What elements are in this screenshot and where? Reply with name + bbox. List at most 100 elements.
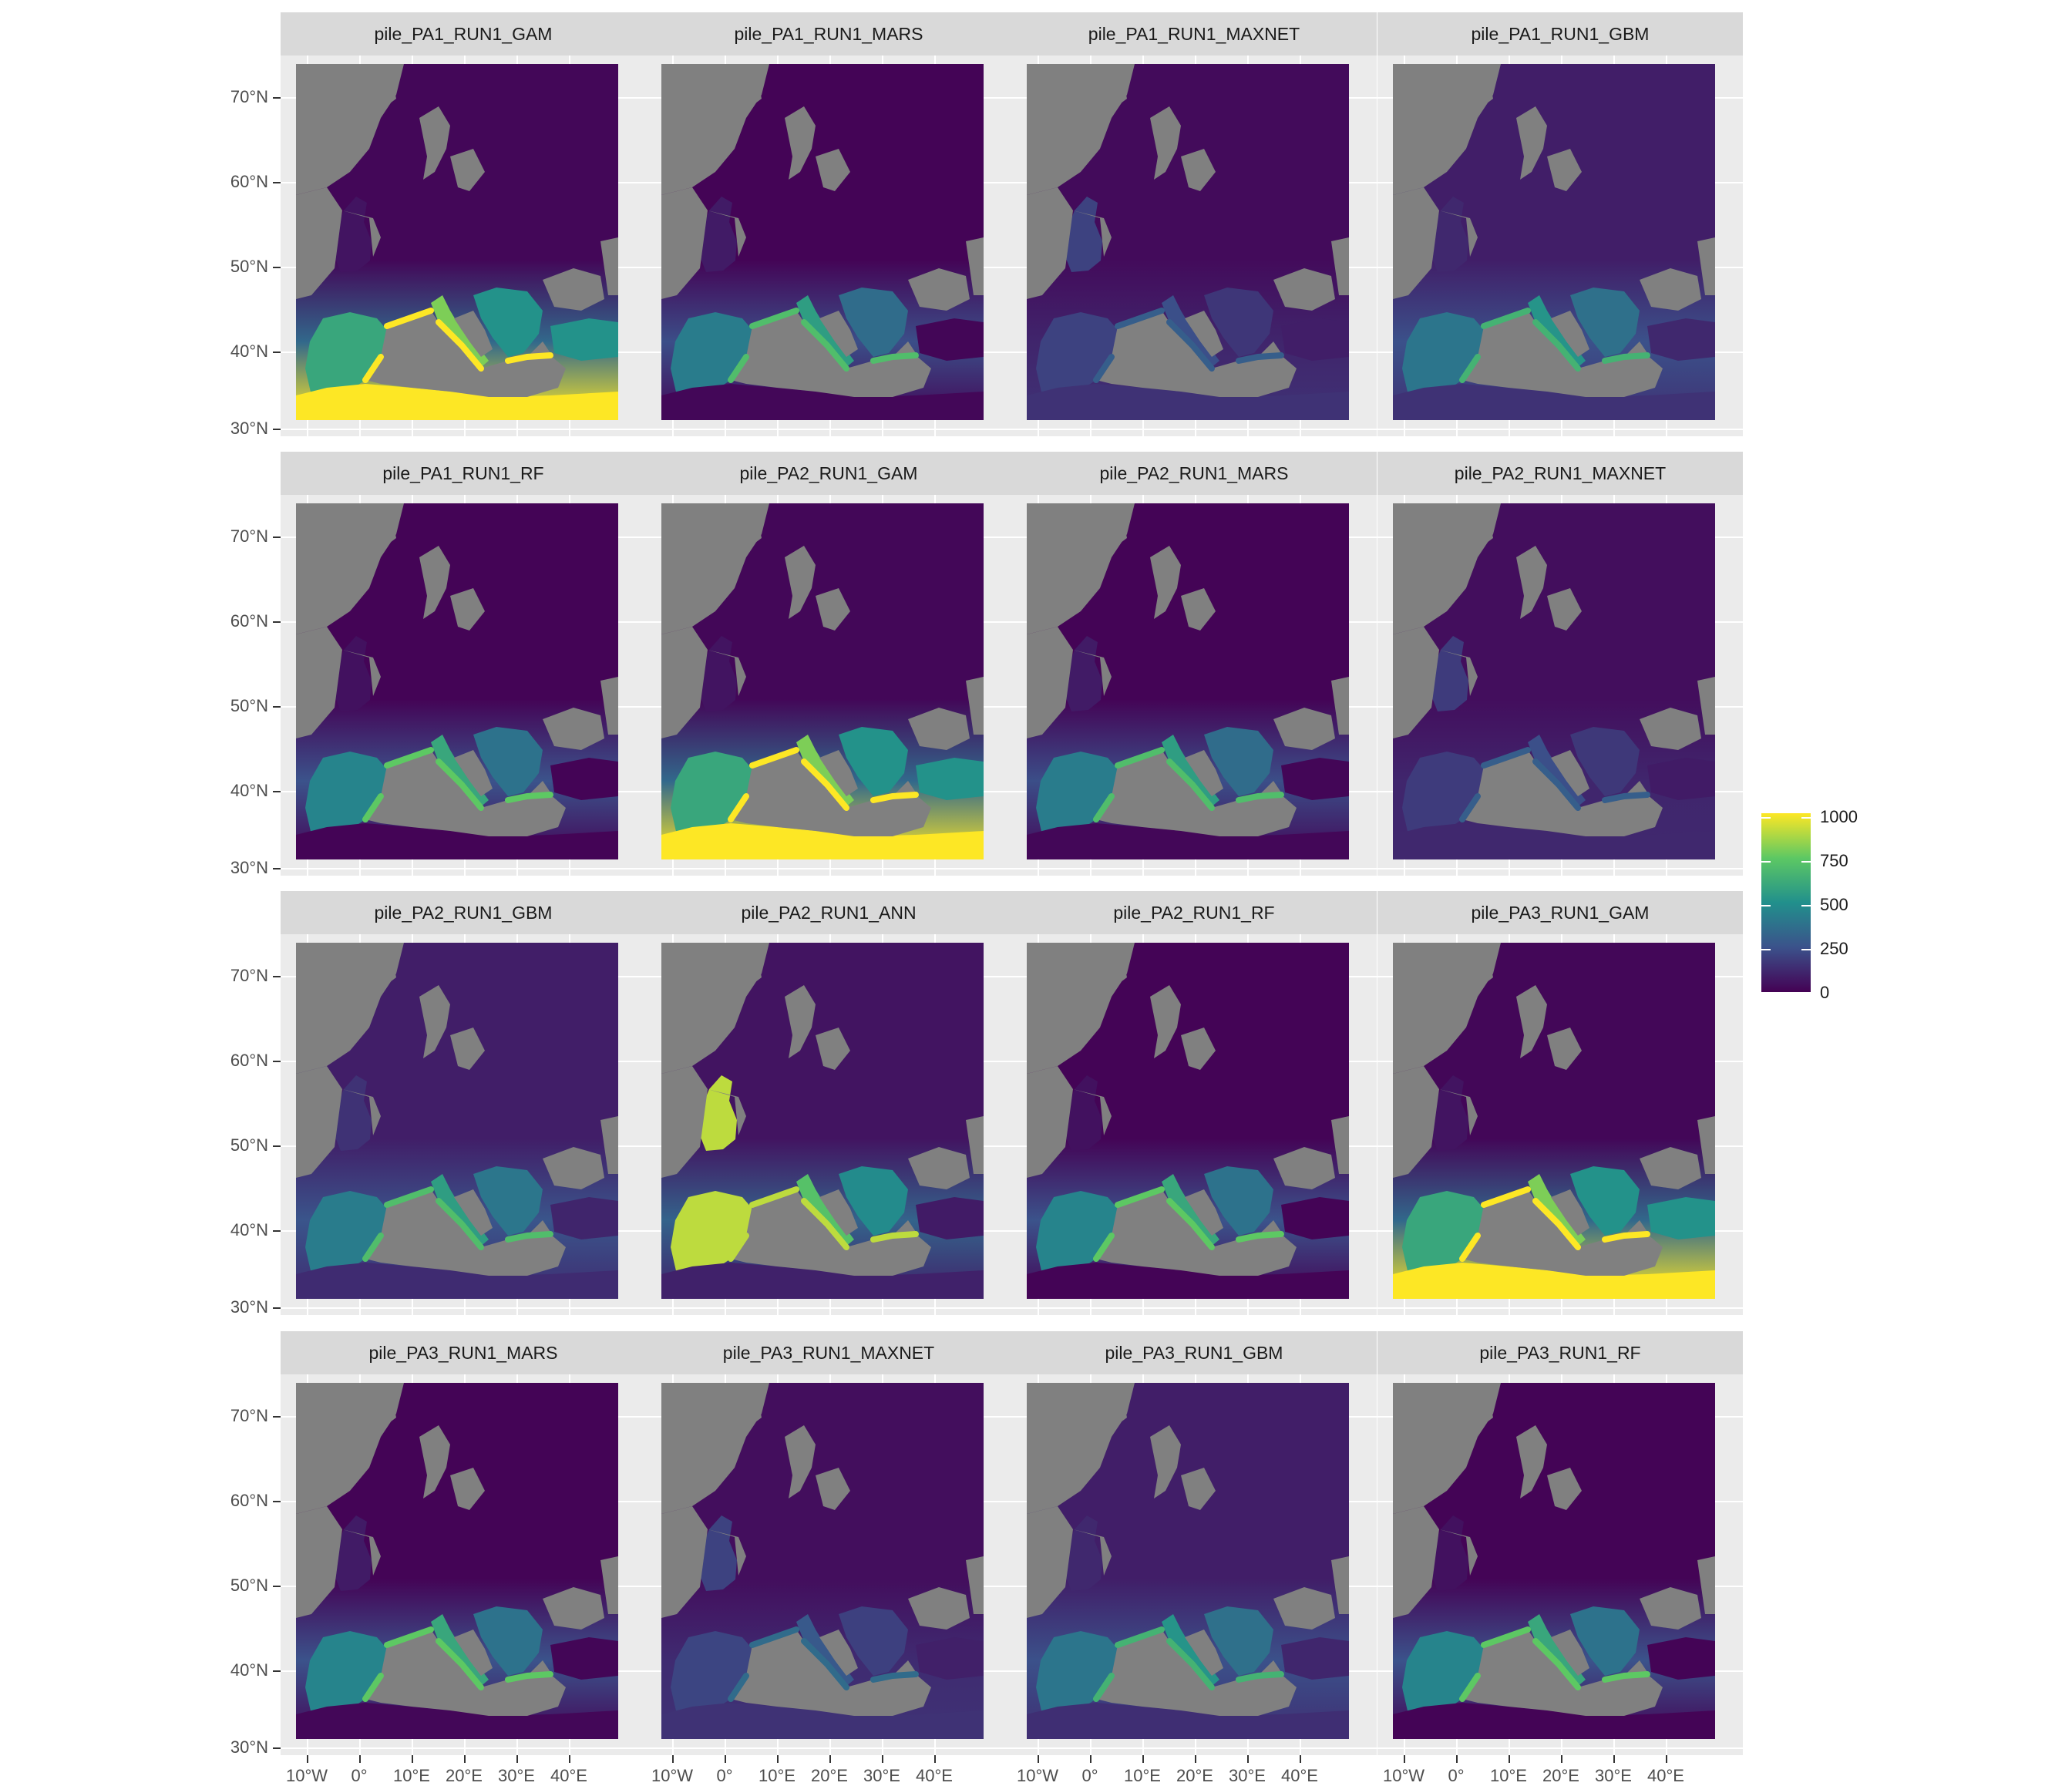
sea-area (600, 1556, 618, 1614)
y-tick-label: 70°N (230, 526, 268, 546)
map-svg (1027, 1383, 1349, 1739)
y-tick-label: 40°N (230, 781, 268, 800)
y-tick-label: 50°N (230, 1135, 268, 1155)
coastal-band (1459, 1186, 1650, 1262)
y-tick-label: 30°N (230, 858, 268, 877)
map-svg (661, 943, 984, 1299)
map-svg (661, 503, 984, 859)
y-tick (273, 868, 281, 869)
sea-area (1181, 1028, 1216, 1070)
sea-area (1640, 708, 1701, 750)
colorbar-tick (1801, 905, 1811, 906)
facet-title: pile_PA1_RUN1_MAXNET (1011, 12, 1377, 55)
y-tick-label: 60°N (230, 611, 268, 631)
sea-area (1273, 708, 1335, 750)
map-svg (1027, 503, 1349, 859)
sea-area (450, 149, 485, 191)
sea-area (816, 149, 850, 191)
sea-area (373, 958, 396, 989)
x-tick (1404, 1755, 1405, 1763)
sea-area (1027, 1066, 1073, 1178)
facet-panel: pile_PA3_RUN1_MAXNET (646, 1331, 1011, 1755)
raster-map (1027, 943, 1349, 1299)
facet-title: pile_PA1_RUN1_GAM (281, 12, 646, 55)
sea-area (419, 546, 450, 619)
turkey-region (916, 1637, 984, 1680)
north-africa-region (1393, 823, 1715, 859)
raster-map (296, 1383, 618, 1739)
raster-map (661, 503, 984, 859)
sea-area (296, 627, 342, 738)
balkans-region (1204, 288, 1273, 357)
x-tick (1195, 1755, 1196, 1763)
italy-region (431, 735, 489, 808)
north-africa-region (661, 1703, 984, 1739)
coastal-band (1459, 1626, 1650, 1702)
sea-area (1331, 1116, 1349, 1174)
x-tick (829, 1755, 831, 1763)
sea-area (1181, 149, 1216, 191)
sea-area (661, 187, 708, 299)
north-africa-region (661, 823, 984, 859)
coastal-band (728, 308, 919, 383)
x-tick (1613, 1755, 1615, 1763)
balkans-region (839, 1606, 908, 1676)
sea-area (342, 1089, 381, 1135)
sea-area (661, 1066, 708, 1178)
sea-area (708, 1529, 746, 1576)
sea-area (908, 1587, 970, 1630)
sea-area (816, 1028, 850, 1070)
sea-area (738, 1398, 762, 1429)
gridline (1011, 1307, 1377, 1309)
y-tick (273, 182, 281, 183)
raster-map (296, 503, 618, 859)
facet-panel: pile_PA3_RUN1_GBM (1011, 1331, 1377, 1755)
sea-area (1470, 79, 1493, 110)
sea-area (966, 1116, 984, 1174)
sea-area (1470, 958, 1493, 989)
turkey-region (916, 1197, 984, 1239)
y-tick (273, 1501, 281, 1502)
balkans-region (473, 1606, 543, 1676)
sea-area (1331, 1556, 1349, 1614)
x-tick (1247, 1755, 1249, 1763)
x-tick (1142, 1755, 1144, 1763)
italy-region (431, 1174, 489, 1247)
y-tick-label: 30°N (230, 1737, 268, 1757)
gridline (281, 1307, 646, 1309)
map-svg (1393, 503, 1715, 859)
sea-area (1073, 210, 1112, 257)
sea-area (1393, 1066, 1439, 1178)
sea-area (1516, 546, 1547, 619)
x-tick (1456, 1755, 1458, 1763)
turkey-region (1281, 1637, 1349, 1680)
coastal-band (728, 1186, 919, 1262)
facet-title: pile_PA2_RUN1_GAM (646, 452, 1011, 495)
north-africa-region (296, 1703, 618, 1739)
sea-area (1640, 268, 1701, 311)
sea-area (1393, 627, 1439, 738)
y-tick (273, 1230, 281, 1232)
sea-area (1027, 1506, 1073, 1618)
sea-area (454, 750, 493, 796)
north-africa-region (296, 823, 618, 859)
sea-area (296, 1066, 342, 1178)
sea-area (342, 650, 381, 696)
y-tick-label: 70°N (230, 966, 268, 985)
y-tick (273, 351, 281, 353)
gridline (281, 429, 646, 430)
raster-map (661, 1383, 984, 1739)
sea-area (708, 650, 746, 696)
sea-area (1027, 627, 1073, 738)
balkans-region (1204, 1606, 1273, 1676)
y-tick-label: 40°N (230, 1220, 268, 1239)
facet-title: pile_PA1_RUN1_MARS (646, 12, 1011, 55)
sea-area (454, 1189, 493, 1236)
coastal-band (1093, 1626, 1284, 1702)
sea-area (342, 210, 381, 257)
y-tick-label: 30°N (230, 1297, 268, 1317)
sea-area (1104, 79, 1127, 110)
north-africa-region (1393, 1263, 1715, 1299)
y-tick (273, 1416, 281, 1418)
sea-area (1104, 958, 1127, 989)
